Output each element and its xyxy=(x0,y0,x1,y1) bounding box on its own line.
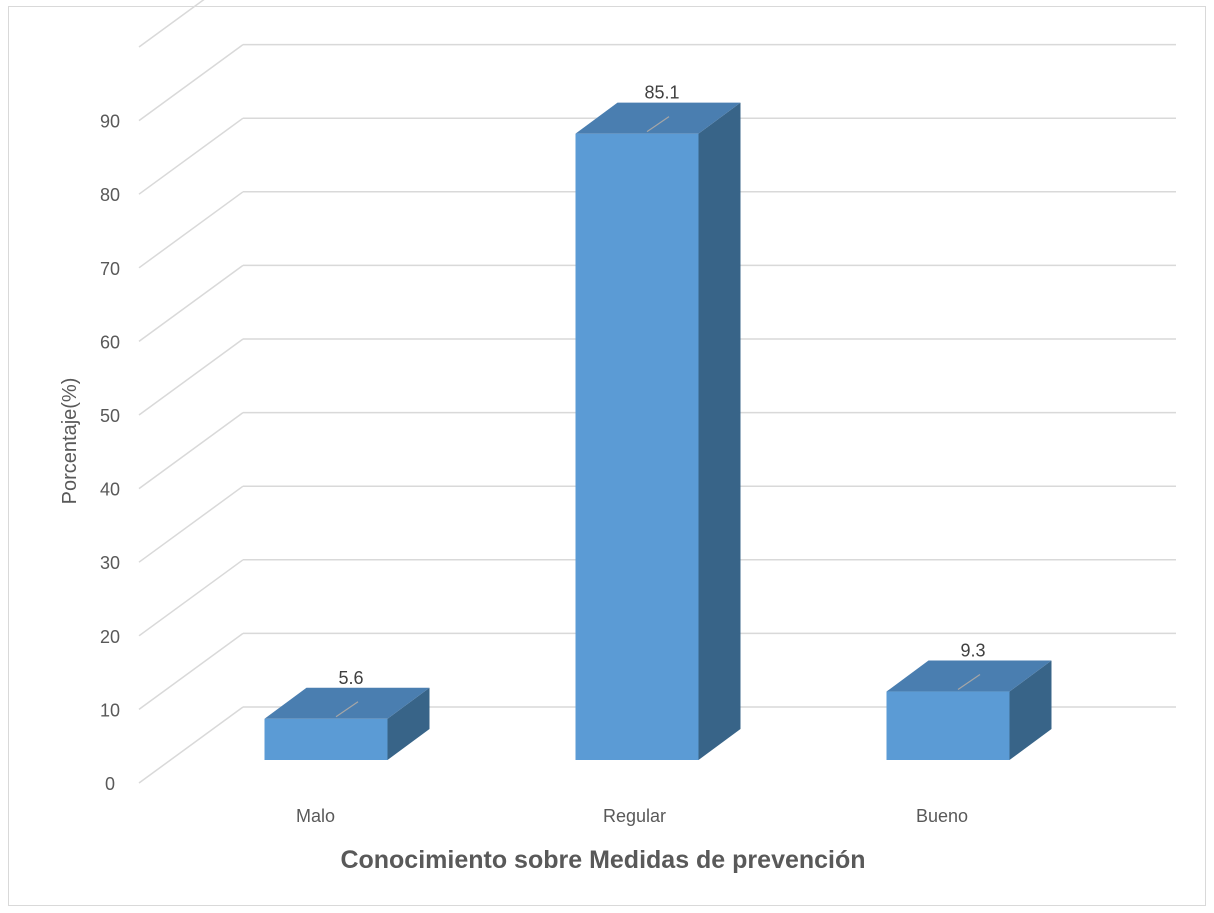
x-axis-title: Conocimiento sobre Medidas de prevención xyxy=(340,846,865,874)
data-label-leader xyxy=(335,701,359,718)
y-tick-label: 20 xyxy=(100,627,120,647)
y-axis-title: Porcentaje(%) xyxy=(59,378,81,505)
y-tick-label: 30 xyxy=(100,553,120,573)
x-axis-categories: Malo Regular Bueno xyxy=(296,806,968,826)
gridline-depth xyxy=(138,43,244,122)
y-tick-label: 90 xyxy=(100,112,120,132)
bar-top xyxy=(264,687,430,719)
bar-bueno: 9.3 xyxy=(886,641,1052,760)
bar-top xyxy=(886,660,1052,692)
bars: 5.6 85.1 9.3 xyxy=(264,83,1052,760)
y-tick-label: 10 xyxy=(100,700,120,720)
gridline-depth xyxy=(138,0,205,48)
gridline-depth xyxy=(138,706,244,784)
data-label: 9.3 xyxy=(960,641,985,661)
x-category-label: Bueno xyxy=(916,806,968,826)
bar-side xyxy=(1009,660,1052,760)
bar-front xyxy=(264,718,388,760)
y-tick-label: 0 xyxy=(105,774,115,794)
data-label: 5.6 xyxy=(338,668,363,688)
bar-regular: 85.1 xyxy=(575,83,741,760)
bar-side xyxy=(387,687,430,760)
data-label: 85.1 xyxy=(644,83,679,103)
gridline-depth xyxy=(138,632,244,711)
x-category-label: Regular xyxy=(603,806,666,826)
gridline-depth xyxy=(138,117,244,195)
y-tick-label: 80 xyxy=(100,185,120,205)
gridline-depth xyxy=(138,191,244,269)
data-label-leader xyxy=(646,116,670,133)
y-tick-label: 50 xyxy=(100,406,120,426)
bar-malo: 5.6 xyxy=(264,668,430,760)
y-tick-label: 70 xyxy=(100,259,120,279)
gridline-depth xyxy=(138,411,244,490)
bar-front xyxy=(886,691,1010,760)
gridline-depth xyxy=(138,559,244,637)
y-tick-label: 60 xyxy=(100,332,120,352)
data-label-leader xyxy=(957,674,981,691)
gridline-depth xyxy=(138,485,244,563)
x-category-label: Malo xyxy=(296,806,335,826)
bar-side xyxy=(698,102,741,760)
y-tick-label: 40 xyxy=(100,480,120,500)
bar-top xyxy=(575,102,741,134)
gridline-depth xyxy=(138,264,244,343)
gridline-depth xyxy=(138,338,244,416)
y-axis-ticks: 0 10 20 30 40 50 60 70 80 90 xyxy=(100,112,120,794)
bar-front xyxy=(575,133,699,760)
